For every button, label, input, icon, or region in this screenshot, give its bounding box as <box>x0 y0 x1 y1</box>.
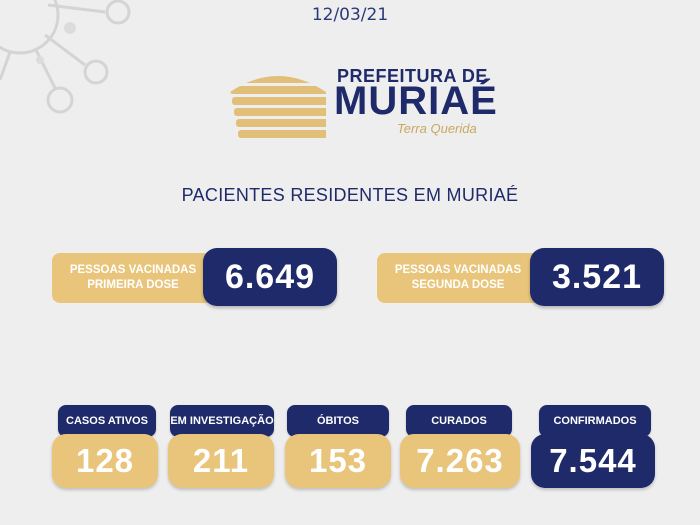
recovered-label: CURADOS <box>406 405 512 437</box>
vaccinated-second-dose-label-line1: PESSOAS VACINADAS <box>394 264 522 276</box>
vaccinated-second-dose-label: PESSOAS VACINADAS SEGUNDA DOSE <box>377 253 557 303</box>
vaccinated-first-dose-label: PESSOAS VACINADAS PRIMEIRA DOSE <box>52 253 232 303</box>
report-date: 12/03/21 <box>311 5 389 25</box>
vaccinated-second-dose-label-line2: SEGUNDA DOSE <box>411 279 505 291</box>
active-cases-label: CASOS ATIVOS <box>58 405 156 437</box>
vaccinated-first-dose-label-line1: PESSOAS VACINADAS <box>69 264 197 276</box>
deaths-label: ÓBITOS <box>287 405 389 437</box>
under-investigation-label: EM INVESTIGAÇÃO <box>170 405 274 437</box>
active-cases-value: 128 <box>52 434 158 488</box>
prefeitura-logo: PREFEITURA DE MURIAÉ Terra Querida <box>226 62 498 142</box>
section-title: PACIENTES RESIDENTES EM MURIAÉ <box>181 185 519 205</box>
logo-title-prefeitura: PREFEITURA DE <box>337 66 488 86</box>
recovered-value: 7.263 <box>400 434 520 488</box>
logo-title-city: MURIAÉ <box>334 79 498 123</box>
vaccinated-first-dose-label-line2: PRIMEIRA DOSE <box>87 279 179 291</box>
confirmed-value: 7.544 <box>531 434 655 488</box>
under-investigation-value: 211 <box>168 434 274 488</box>
logo-slogan: Terra Querida <box>397 121 477 136</box>
vaccinated-second-dose-value: 3.521 <box>530 248 664 306</box>
vaccinated-first-dose-value: 6.649 <box>203 248 337 306</box>
striped-dome-logo <box>230 76 326 138</box>
deaths-value: 153 <box>285 434 391 488</box>
confirmed-label: CONFIRMADOS <box>539 405 651 437</box>
virus-icon <box>0 0 131 114</box>
